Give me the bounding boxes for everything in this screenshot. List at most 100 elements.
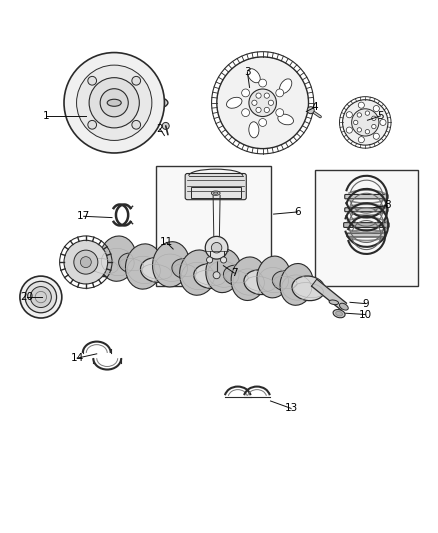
FancyBboxPatch shape [185,174,246,200]
Circle shape [358,102,364,108]
Circle shape [380,119,386,125]
Polygon shape [311,279,346,310]
Text: 9: 9 [362,298,369,309]
Ellipse shape [136,124,140,126]
Ellipse shape [231,257,266,301]
Circle shape [346,127,352,133]
Circle shape [357,113,361,117]
Circle shape [132,76,141,85]
Circle shape [249,89,276,117]
Ellipse shape [67,92,168,114]
Bar [191,187,240,198]
Ellipse shape [136,79,140,82]
Circle shape [352,109,379,136]
Ellipse shape [172,259,198,279]
Circle shape [220,257,226,263]
Circle shape [30,287,51,308]
Ellipse shape [180,250,216,295]
Circle shape [259,79,267,87]
Circle shape [88,120,96,129]
Text: 20: 20 [20,292,33,302]
Circle shape [242,89,250,97]
Ellipse shape [92,79,96,82]
Bar [155,166,272,286]
Text: 6: 6 [294,207,301,217]
Ellipse shape [333,310,345,318]
Circle shape [242,109,250,117]
Ellipse shape [279,79,292,93]
Circle shape [77,65,152,140]
Ellipse shape [249,122,259,138]
Circle shape [64,240,108,284]
Ellipse shape [280,263,314,305]
Circle shape [373,133,379,139]
Circle shape [307,107,314,114]
Text: 8: 8 [384,200,390,211]
Circle shape [212,243,222,253]
Text: 1: 1 [43,111,50,121]
Circle shape [365,130,370,134]
Text: 10: 10 [359,310,372,319]
Circle shape [20,276,62,318]
Circle shape [207,257,213,263]
Circle shape [64,53,164,153]
Ellipse shape [214,192,218,194]
Ellipse shape [244,270,277,295]
Circle shape [346,112,352,118]
Circle shape [217,57,308,149]
Ellipse shape [99,236,136,281]
Ellipse shape [292,276,325,301]
Ellipse shape [278,114,293,125]
Ellipse shape [125,244,162,289]
Circle shape [259,118,267,126]
Circle shape [264,93,269,98]
Ellipse shape [336,311,343,316]
Circle shape [353,120,358,125]
Circle shape [205,236,228,259]
Circle shape [365,111,370,115]
Circle shape [372,124,376,129]
Circle shape [100,88,128,117]
Text: 14: 14 [71,353,84,363]
Text: 7: 7 [231,268,237,278]
Circle shape [268,100,274,106]
Text: 3: 3 [244,67,251,77]
FancyBboxPatch shape [344,223,389,228]
Ellipse shape [87,252,120,277]
Ellipse shape [223,265,250,285]
FancyBboxPatch shape [347,233,386,237]
Circle shape [25,281,57,313]
Circle shape [252,100,257,106]
Ellipse shape [329,300,339,304]
Circle shape [256,107,261,112]
Ellipse shape [107,99,121,106]
Circle shape [256,93,261,98]
Ellipse shape [141,257,173,282]
FancyBboxPatch shape [345,208,388,212]
Text: 13: 13 [284,403,298,414]
Circle shape [162,123,169,130]
Text: 2: 2 [157,124,163,134]
Text: 4: 4 [312,102,318,112]
Ellipse shape [247,69,260,83]
Text: 11: 11 [160,238,173,247]
Circle shape [132,120,141,129]
Circle shape [89,78,139,128]
Ellipse shape [152,241,189,287]
Ellipse shape [194,264,227,288]
Text: 5: 5 [377,111,384,121]
Circle shape [264,107,269,112]
Ellipse shape [272,271,298,291]
Text: 17: 17 [77,211,90,221]
Circle shape [373,106,379,111]
Circle shape [213,272,220,279]
Circle shape [88,76,96,85]
Ellipse shape [257,256,290,298]
FancyBboxPatch shape [345,195,388,199]
Circle shape [276,109,284,117]
Circle shape [372,116,376,120]
Circle shape [357,128,361,132]
Ellipse shape [339,303,348,310]
Ellipse shape [119,253,145,273]
Ellipse shape [226,98,242,108]
